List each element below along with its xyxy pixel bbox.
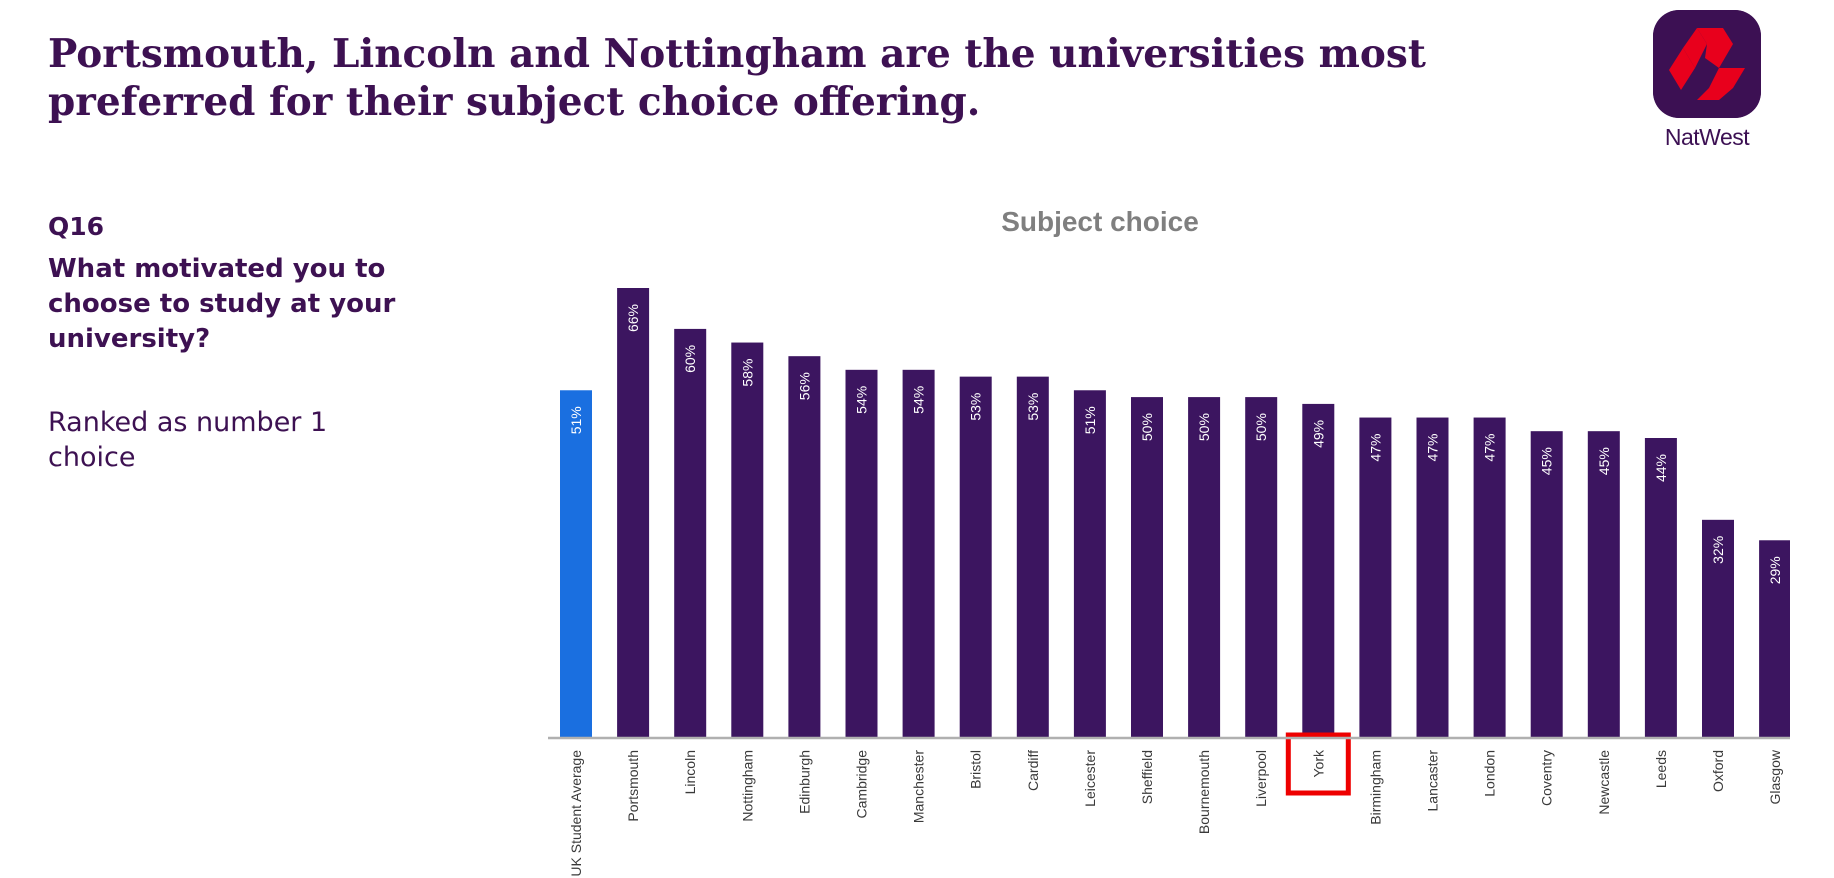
tick-label-leeds: Leeds: [1653, 750, 1669, 788]
bar-edinburgh: [788, 356, 821, 738]
bar-cambridge: [845, 369, 878, 738]
data-label-nottingham: 58%: [739, 359, 755, 387]
bar-sheffield: [1131, 397, 1163, 738]
data-label-leeds: 44%: [1653, 454, 1669, 482]
data-label-liverpool: 50%: [1253, 413, 1269, 441]
data-label-portsmouth: 66%: [625, 304, 641, 332]
data-label-sheffield: 50%: [1139, 413, 1155, 441]
tick-label-london: London: [1482, 750, 1498, 797]
data-label-london: 47%: [1482, 434, 1498, 462]
bar-portsmouth: [617, 288, 650, 738]
bar-coventry: [1530, 431, 1563, 738]
data-label-newcastle: 45%: [1596, 447, 1612, 475]
bar-newcastle: [1587, 431, 1620, 738]
bar-leicester: [1073, 390, 1106, 738]
tick-label-liverpool: Liverpool: [1253, 750, 1269, 807]
data-label-glasgow: 29%: [1767, 556, 1783, 584]
tick-label-bristol: Bristol: [968, 750, 984, 789]
data-label-cambridge: 54%: [854, 386, 870, 414]
data-label-manchester: 54%: [911, 386, 927, 414]
bar-bournemouth: [1188, 397, 1221, 738]
data-label-coventry: 45%: [1539, 447, 1555, 475]
question-text: What motivated you to choose to study at…: [48, 254, 396, 354]
data-label-bristol: 53%: [968, 393, 984, 421]
data-label-leicester: 51%: [1082, 406, 1098, 434]
tick-label-portsmouth: Portsmouth: [625, 750, 641, 822]
bar-manchester: [902, 369, 935, 738]
bar-nottingham: [731, 342, 764, 738]
tick-label-birmingham: Birmingham: [1367, 750, 1383, 825]
data-label-birmingham: 47%: [1367, 434, 1383, 462]
data-label-oxford: 32%: [1710, 536, 1726, 564]
tick-label-leicester: Leicester: [1082, 750, 1098, 807]
bar-glasgow: [1759, 540, 1790, 738]
data-label-york: 49%: [1310, 420, 1326, 448]
bar-bristol: [959, 376, 992, 738]
tick-label-manchester: Manchester: [911, 750, 927, 823]
bar-leeds: [1644, 438, 1677, 738]
tick-label-coventry: Coventry: [1539, 750, 1555, 806]
tick-label-sheffield: Sheffield: [1139, 750, 1155, 804]
tick-label-lincoln: Lincoln: [682, 750, 698, 794]
tick-label-newcastle: Newcastle: [1596, 750, 1612, 815]
data-label-uk-student-average: 51%: [568, 406, 584, 434]
natwest-logo-icon: [1653, 10, 1761, 118]
bar-birmingham: [1359, 417, 1392, 738]
data-label-cardiff: 53%: [1025, 393, 1041, 421]
tick-label-york: York: [1310, 749, 1326, 778]
bar-lancaster: [1416, 417, 1449, 738]
ranking-note: Ranked as number 1 choice: [48, 407, 328, 473]
data-label-lancaster: 47%: [1425, 434, 1441, 462]
bar-uk-student-average: [560, 390, 592, 738]
bar-liverpool: [1245, 397, 1278, 738]
question-number: Q16: [48, 212, 105, 241]
data-label-bournemouth: 50%: [1196, 413, 1212, 441]
bar-chart: 51% UK Student Average 66% Portsmouth 60% Lin…: [548, 288, 1790, 877]
tick-label-edinburgh: Edinburgh: [796, 750, 812, 814]
bar-cardiff: [1016, 376, 1049, 738]
brand-logo: NatWest: [1652, 10, 1762, 151]
tick-label-cardiff: Cardiff: [1025, 750, 1041, 791]
tick-label-bournemouth: Bournemouth: [1196, 750, 1212, 834]
tick-label-nottingham: Nottingham: [739, 750, 755, 822]
tick-label-oxford: Oxford: [1710, 750, 1726, 792]
data-label-edinburgh: 56%: [796, 372, 812, 400]
bar-oxford: [1702, 519, 1734, 738]
headline: Portsmouth, Lincoln and Nottingham are t…: [48, 31, 1426, 125]
highlight-box-york: [1285, 732, 1351, 796]
bar-york: [1302, 403, 1335, 738]
bar-london: [1473, 417, 1506, 738]
chart-title: Subject choice: [1001, 206, 1199, 237]
tick-label-glasgow: Glasgow: [1767, 749, 1783, 804]
bar-lincoln: [674, 328, 707, 738]
tick-label-uk-student-average: UK Student Average: [568, 750, 584, 877]
tick-label-cambridge: Cambridge: [854, 750, 870, 819]
data-label-lincoln: 60%: [682, 345, 698, 373]
tick-label-lancaster: Lancaster: [1425, 750, 1441, 812]
brand-name: NatWest: [1664, 124, 1750, 150]
